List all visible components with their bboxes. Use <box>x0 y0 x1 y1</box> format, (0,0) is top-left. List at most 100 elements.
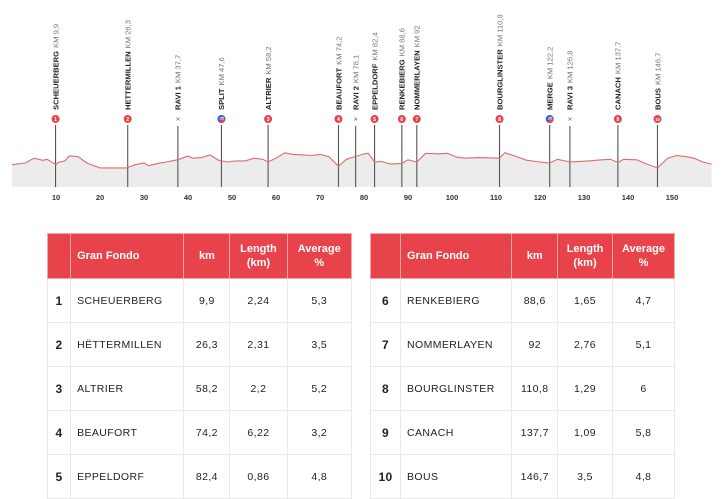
climbs-table-left: Gran Fondo km Length (km) Average% 1 SCHEU… <box>46 233 353 499</box>
climb-marker-number: 3 <box>267 117 270 123</box>
cell-climb-name: SCHEUERBERG <box>70 278 185 323</box>
marker-km: KM 146,7 <box>653 53 662 86</box>
header-average-line2: % <box>314 257 325 269</box>
elevation-area <box>12 152 712 187</box>
marker-name: NOMMERLAYEN <box>413 50 422 110</box>
header-average: Average% <box>286 233 353 279</box>
header-average: Average% <box>612 233 675 279</box>
cell-length: 2,2 <box>229 366 288 411</box>
cell-average: 4,8 <box>612 454 675 499</box>
cell-length: 3,5 <box>557 454 613 499</box>
x-tick-label: 120 <box>534 193 547 202</box>
x-tick-label: 70 <box>316 193 324 202</box>
cell-average: 6 <box>612 366 675 411</box>
marker-km: KM 9,9 <box>51 24 60 48</box>
x-tick-label: 10 <box>52 193 60 202</box>
x-tick-label: 80 <box>360 193 368 202</box>
cell-average: 4,7 <box>612 278 675 323</box>
climb-marker-icon <box>397 115 406 123</box>
climb-marker-icon <box>495 115 504 123</box>
cell-length: 2,24 <box>229 278 288 323</box>
cell-number: 5 <box>46 454 72 499</box>
cell-average: 5,8 <box>612 410 675 455</box>
split-marker-stripes <box>547 117 553 120</box>
marker-name: RAVI 2 <box>351 86 360 110</box>
climb-marker-number: 9 <box>616 117 619 123</box>
x-tick-label: 90 <box>404 193 412 202</box>
cell-average: 5,2 <box>286 366 353 411</box>
climb-marker-icon <box>613 115 622 123</box>
marker-name: RAVI 1 <box>174 85 183 110</box>
header-length-line1: Length <box>240 243 277 255</box>
x-axis-ticks: 10 20 30 40 50 60 70 80 90 100 110 120 130 140 150 <box>52 193 678 202</box>
header-length-line2: (km) <box>246 257 271 269</box>
cell-length: 6,22 <box>229 410 288 455</box>
cell-climb-name: RENKEBIERG <box>400 278 513 323</box>
cell-km: 92 <box>511 322 559 367</box>
header-length: Length (km) <box>557 233 613 279</box>
table-row: 2 HËTTERMILLEN 26,3 2,31 3,5 <box>46 322 353 367</box>
table-row: 7 NOMMERLAYEN 92 2,76 5,1 <box>369 322 675 367</box>
cell-number: 10 <box>369 454 402 499</box>
climb-marker-icon <box>51 115 60 123</box>
marker-label: CANACH KM 137,7 <box>614 42 623 110</box>
cell-number: 8 <box>369 366 402 411</box>
marker-name: HETTERMILLEN <box>124 51 133 110</box>
marker-label: MERGE KM 122,2 <box>545 47 554 110</box>
marker-label: RENKEBIERG KM 88,6 <box>398 28 407 110</box>
header-index <box>46 233 72 279</box>
cell-climb-name: NOMMERLAYEN <box>400 322 513 367</box>
feed-zone-icon: × <box>568 117 572 124</box>
table-row: 8 BOURGLINSTER 110,8 1,29 6 <box>369 366 675 411</box>
climb-marker-number: 6 <box>400 117 403 123</box>
cell-average: 5,1 <box>612 322 675 367</box>
marker-name: CANACH <box>614 77 623 110</box>
header-km: km <box>183 233 231 279</box>
split-marker-half <box>547 119 554 124</box>
cell-length: 2,76 <box>557 322 613 367</box>
marker-label: RAVI 2 KM 78,1 <box>351 55 360 110</box>
marker-label: NOMMERLAYEN KM 92 <box>413 25 422 110</box>
cell-km: 58,2 <box>183 366 231 411</box>
cell-climb-name: BOUS <box>400 454 513 499</box>
marker-name: BOURGLINSTER <box>495 49 504 110</box>
x-tick-label: 40 <box>184 193 192 202</box>
climb-marker-icon <box>370 115 379 123</box>
header-length-line2: (km) <box>573 257 597 269</box>
marker-km: KM 26,3 <box>124 20 133 48</box>
cell-length: 1,29 <box>557 366 613 411</box>
cell-climb-name: CANACH <box>400 410 513 455</box>
cell-number: 7 <box>369 322 402 367</box>
marker-label: BOURGLINSTER KM 110,8 <box>495 14 504 110</box>
marker-km: KM 37,7 <box>174 55 183 83</box>
cell-climb-name: HËTTERMILLEN <box>70 322 185 367</box>
cell-average: 4,8 <box>286 454 353 499</box>
table-row: 5 EPPELDORF 82,4 0,86 4,8 <box>46 454 353 499</box>
header-length-line1: Length <box>566 243 604 255</box>
marker-name: RENKEBIERG <box>398 59 407 110</box>
marker-km: KM 47,6 <box>217 57 226 85</box>
cell-km: 26,3 <box>183 322 231 367</box>
marker-km: KM 88,6 <box>398 28 407 56</box>
cell-climb-name: BOURGLINSTER <box>400 366 513 411</box>
climb-marker-number: 5 <box>373 117 376 123</box>
markers: 1 2 × 3 4 × 5 6 7 8 × 9 10 <box>51 115 662 124</box>
cell-km: 74,2 <box>183 410 231 455</box>
x-tick-label: 150 <box>666 193 679 202</box>
marker-name: RAVI 3 <box>566 86 575 110</box>
cell-average: 5,3 <box>286 278 353 323</box>
marker-km: KM 58,2 <box>264 46 273 74</box>
marker-km: KM 122,2 <box>545 47 554 80</box>
header-name: Gran Fondo <box>70 233 185 279</box>
marker-km: KM 92 <box>413 25 422 47</box>
cell-climb-name: EPPELDORF <box>70 454 185 499</box>
cell-km: 9,9 <box>183 278 231 323</box>
cell-number: 6 <box>369 278 402 323</box>
climb-marker-icon <box>264 115 273 123</box>
header-average-line1: Average <box>297 243 341 255</box>
x-tick-label: 50 <box>228 193 236 202</box>
climb-marker-number: 7 <box>415 117 418 123</box>
table-row: 6 RENKEBIERG 88,6 1,65 4,7 <box>369 278 675 323</box>
marker-label: SPLIT KM 47,6 <box>217 57 226 110</box>
table-row: 1 SCHEUERBERG 9,9 2,24 5,3 <box>46 278 353 323</box>
